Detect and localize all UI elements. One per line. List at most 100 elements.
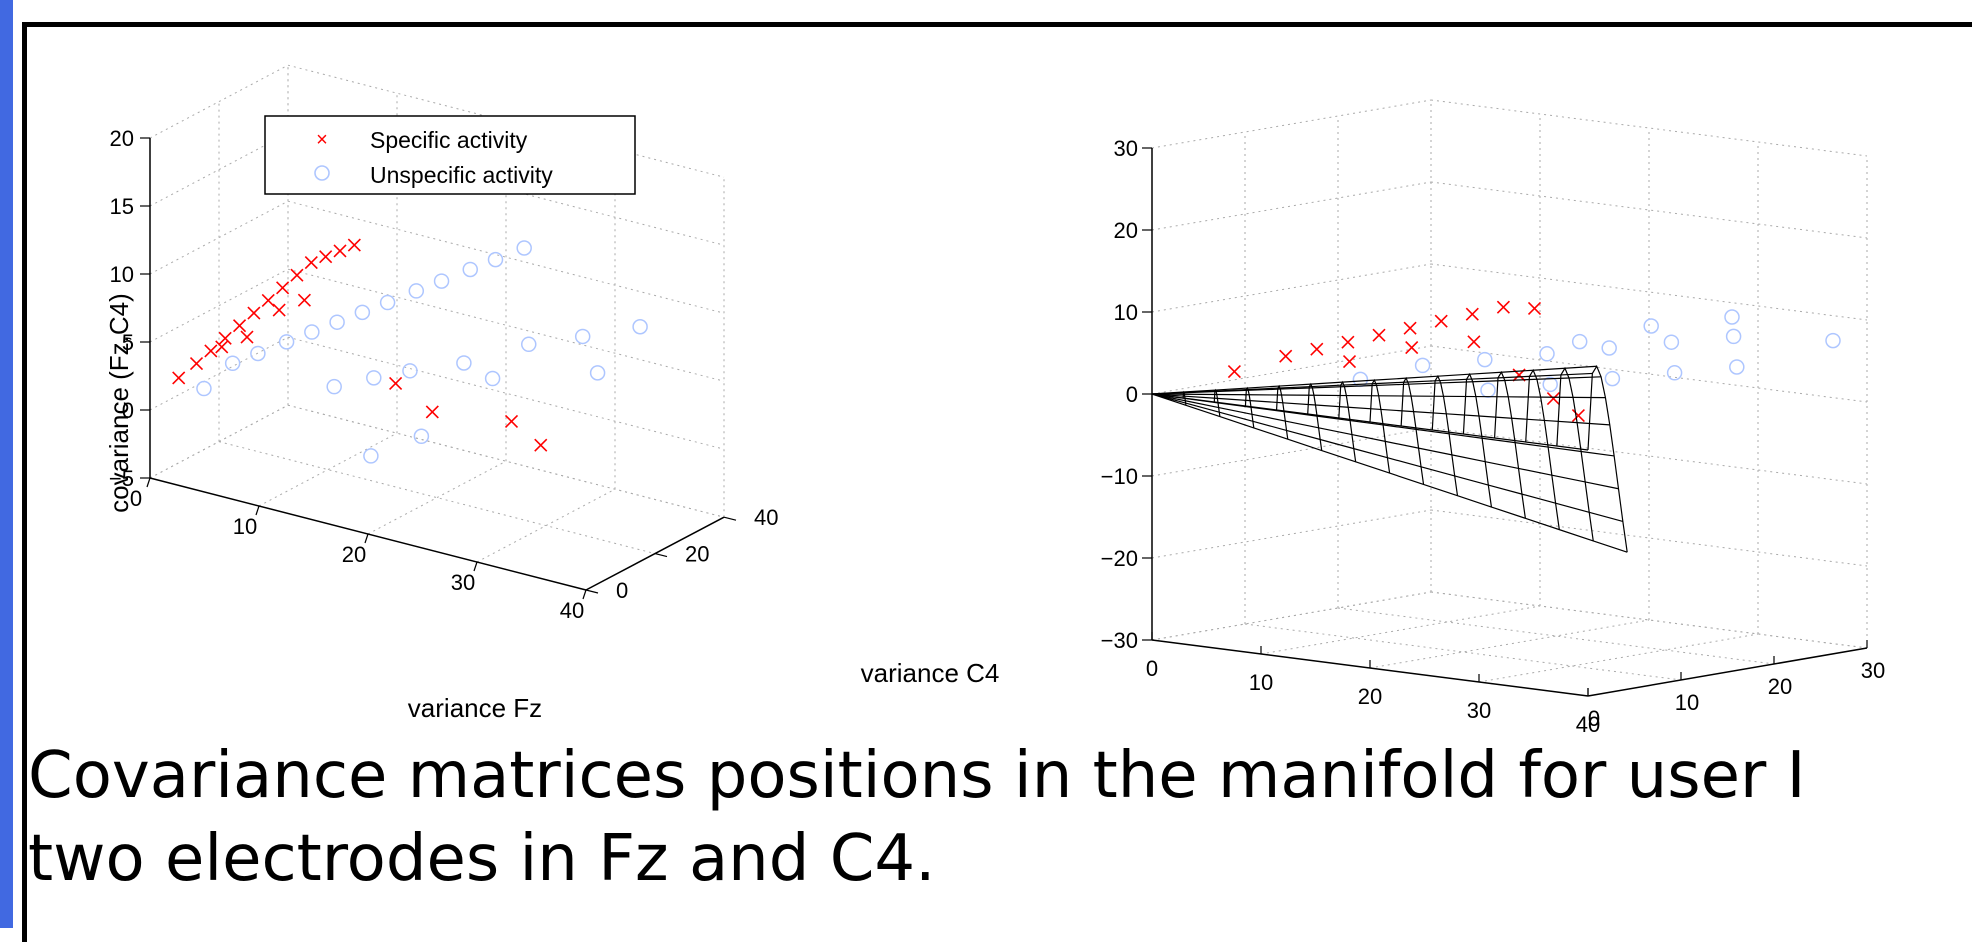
left-frame-bar	[0, 0, 13, 928]
left-grid-side-z-5	[149, 64, 289, 139]
left-x-tick-3	[473, 561, 478, 572]
right-z-tick-label-6: −30	[1101, 628, 1138, 653]
left-z-tick-label-5: 20	[110, 126, 134, 151]
left-point-specific-3-b	[218, 331, 232, 345]
mesh-ring-13	[1556, 366, 1594, 542]
left-points	[172, 238, 648, 464]
left-x-tick-label-2: 20	[342, 542, 366, 567]
right-point-unspecific-6	[1725, 328, 1742, 345]
right-z-tick-label-0: 30	[1114, 136, 1138, 161]
left-point-unspecific-5	[329, 314, 345, 330]
right-x-tick-label-2: 20	[1358, 684, 1382, 709]
left-z-tick-label-1: 0	[122, 398, 134, 423]
left-point-unspecific-14	[366, 370, 382, 386]
caption-line-2: two electrodes in Fz and C4.	[28, 822, 936, 896]
right-point-specific-5	[1403, 321, 1417, 335]
right-point-specific-3-b	[1341, 335, 1355, 349]
left-x-tick-label-0: 0	[130, 486, 142, 511]
right-point-specific-14-b	[1546, 392, 1560, 406]
left-point-unspecific-22	[413, 428, 430, 445]
left-x-tick-0	[146, 477, 151, 488]
left-point-specific-14-b	[272, 303, 286, 317]
left-point-specific-2-b	[204, 344, 218, 358]
left-ylabel: variance C4	[861, 658, 1000, 688]
left-point-unspecific-6	[354, 304, 371, 321]
right-point-unspecific-14	[1724, 309, 1740, 325]
right-point-specific-2-b	[1310, 342, 1324, 356]
right-point-unspecific-12	[1571, 333, 1588, 350]
mesh-spoke-6	[1151, 393, 1615, 457]
left-point-unspecific-17	[521, 336, 537, 353]
left-point-specific-5	[247, 306, 261, 320]
left-point-unspecific-0	[196, 380, 212, 397]
right-grid-side-z-3	[1151, 345, 1432, 395]
left-point-unspecific-1	[224, 355, 241, 372]
left-xlabel: variance Fz	[408, 693, 542, 723]
right-point-specific-9	[1527, 301, 1542, 315]
left-point-specific-15	[297, 293, 311, 307]
right-point-specific-14	[1546, 392, 1560, 406]
figure-caption: Covariance matrices positions in the man…	[28, 735, 1805, 901]
left-point-specific-4	[232, 319, 247, 333]
right-point-specific-10-b	[1342, 355, 1357, 369]
mesh-ring-3	[1244, 386, 1255, 428]
left-point-unspecific-21	[484, 370, 501, 387]
right-y-tick-label-3: 30	[1861, 658, 1885, 683]
right-point-specific-3	[1341, 335, 1355, 349]
right-point-specific-6-b	[1434, 314, 1448, 328]
right-point-unspecific-7	[1480, 382, 1496, 398]
right-point-specific-12-b	[1467, 335, 1481, 349]
left-point-specific-15-b	[297, 293, 311, 307]
right-point-specific-15-b	[1571, 409, 1585, 423]
left-point-specific-6-b	[261, 293, 275, 307]
left-point-unspecific-2	[250, 345, 266, 362]
right-y-tick-label-0: 0	[1588, 706, 1600, 731]
left-x-tick-2	[364, 533, 369, 544]
right-grid-back-z-2	[1430, 427, 1868, 485]
right-point-specific-4	[1372, 328, 1386, 342]
right-z-tick-label-3: 0	[1126, 382, 1138, 407]
right-x-tick-label-0: 0	[1146, 656, 1158, 681]
right-grid-floor-x-1	[1260, 605, 1541, 655]
right-grid-floor-y-2	[1337, 607, 1775, 665]
left-x-tick-label-3: 30	[451, 570, 475, 595]
right-point-unspecific-1	[1414, 357, 1431, 374]
mesh-spoke-9	[1151, 393, 1628, 553]
left-z-tick-label-2: 5	[122, 330, 134, 355]
right-grid-floor-x-2	[1369, 619, 1650, 669]
left-x-tick-1	[255, 505, 260, 516]
mesh-spoke-1	[1151, 372, 1593, 395]
right-grid-side-z-5	[1151, 181, 1432, 231]
left-x-tick-label-1: 10	[233, 514, 257, 539]
right-point-specific-0	[1227, 365, 1241, 379]
right-point-specific-11-b	[1405, 341, 1419, 355]
right-point-specific-7	[1465, 307, 1479, 321]
left-y-tick-label-1: 20	[685, 542, 709, 567]
left-x-tick-4	[582, 589, 587, 600]
right-point-unspecific-10	[1666, 365, 1683, 381]
left-point-specific-16	[347, 238, 361, 252]
left-point-specific-9	[304, 255, 318, 270]
left-point-unspecific-7	[379, 294, 396, 311]
mesh-ring-11	[1493, 370, 1526, 519]
left-point-specific-0	[172, 371, 186, 385]
right-grid-side-z-4	[1151, 263, 1432, 313]
left-z-tick-label-3: 10	[110, 262, 134, 287]
left-y-tick-label-0: 0	[616, 578, 628, 603]
right-grid-back-z-3	[1430, 345, 1868, 403]
legend-marker-unspecific	[314, 165, 330, 181]
mesh-ring-10	[1462, 372, 1493, 508]
right-grid-side-z-6	[1151, 99, 1432, 149]
left-point-specific-7-b	[276, 281, 290, 295]
right-point-specific-10	[1342, 355, 1357, 369]
mesh-spoke-2	[1151, 365, 1597, 395]
right-z-tick-label-4: −10	[1101, 464, 1138, 489]
left-y-tick-label-2: 40	[754, 505, 778, 530]
right-point-unspecific-11	[1729, 359, 1745, 375]
left-zlabel: covariance (Fz,C4)	[104, 293, 134, 513]
right-point-specific-8-b	[1496, 300, 1510, 314]
right-grid-side-z-0	[1151, 591, 1432, 641]
left-point-specific-12	[215, 340, 229, 354]
